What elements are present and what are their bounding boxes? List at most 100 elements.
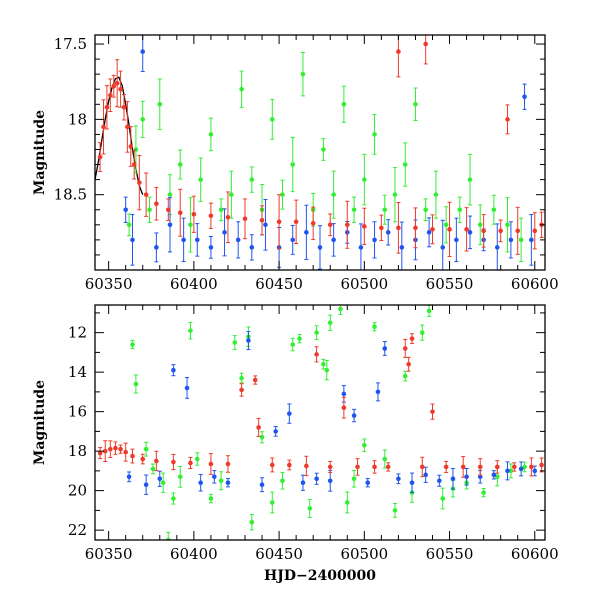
data-point: [423, 207, 428, 213]
data-point: [413, 101, 418, 107]
data-point: [443, 222, 449, 228]
data-point: [324, 367, 330, 373]
data-point: [177, 210, 183, 216]
data-point: [130, 453, 135, 459]
data-point: [494, 245, 500, 250]
data-point: [440, 245, 446, 250]
data-point: [430, 227, 435, 232]
data-point: [477, 222, 483, 228]
data-point: [477, 464, 483, 470]
data-point: [276, 219, 282, 225]
data-point: [385, 230, 391, 235]
data-point: [160, 480, 166, 486]
data-point: [314, 352, 319, 357]
data-point: [317, 245, 323, 250]
data-point: [171, 459, 176, 465]
data-point: [208, 245, 214, 250]
data-point: [239, 375, 244, 381]
data-point: [126, 222, 132, 228]
data-point: [97, 154, 103, 160]
y-tick-label: 22: [68, 521, 87, 539]
x-tick-label: 60500: [340, 545, 388, 563]
data-point: [300, 480, 306, 486]
data-point: [341, 405, 347, 410]
data-point: [154, 245, 159, 250]
y-axis-title: Magnitude: [32, 110, 48, 195]
data-point: [327, 464, 333, 470]
data-point: [450, 476, 456, 482]
data-point: [467, 177, 473, 182]
data-point: [467, 230, 473, 235]
data-point: [280, 192, 285, 197]
data-point: [529, 237, 534, 243]
data-point: [385, 464, 391, 470]
data-point: [396, 225, 401, 231]
data-point: [304, 463, 309, 469]
data-point: [225, 461, 231, 467]
data-point: [130, 342, 135, 347]
data-point: [218, 207, 224, 213]
data-point: [372, 132, 377, 137]
data-point: [464, 227, 469, 232]
x-tick-label: 60400: [170, 275, 218, 293]
data-point: [184, 385, 190, 391]
data-point: [512, 464, 517, 470]
data-point: [409, 480, 415, 486]
data-point: [133, 381, 139, 387]
data-point: [491, 207, 497, 213]
data-point: [508, 468, 514, 474]
data-point: [382, 456, 388, 462]
series-0: [126, 51, 524, 263]
data-point: [491, 472, 497, 478]
data-point: [208, 213, 214, 219]
data-point: [259, 217, 265, 223]
data-point: [133, 147, 139, 152]
y-tick-label: 12: [68, 324, 87, 342]
data-point: [165, 207, 171, 213]
y-tick-label: 18: [68, 110, 87, 128]
data-point: [382, 207, 388, 213]
data-point: [137, 180, 142, 185]
series-1: [126, 331, 538, 495]
data-point: [171, 367, 176, 373]
data-point: [338, 306, 343, 312]
data-point: [518, 237, 524, 243]
x-tick-label: 60600: [511, 275, 559, 293]
data-point: [372, 464, 377, 470]
data-point: [331, 237, 336, 243]
data-point: [433, 192, 439, 197]
data-point: [188, 328, 193, 333]
data-point: [505, 222, 510, 228]
data-point: [125, 124, 130, 130]
data-point: [154, 201, 159, 207]
data-point: [297, 336, 302, 341]
data-point: [290, 237, 296, 243]
data-point: [321, 147, 326, 152]
x-tick-label: 60450: [255, 275, 303, 293]
y-tick-label: 18.5: [54, 186, 87, 204]
data-point: [123, 449, 128, 455]
x-tick-label: 60400: [170, 545, 218, 563]
data-point: [249, 177, 255, 182]
data-point: [131, 162, 137, 167]
data-point: [239, 86, 244, 92]
data-point: [121, 105, 127, 110]
data-point: [222, 230, 227, 235]
data-point: [232, 340, 238, 345]
data-point: [515, 228, 521, 234]
data-point: [218, 478, 224, 484]
data-point: [108, 92, 113, 98]
data-point: [341, 391, 347, 397]
data-point: [229, 192, 234, 197]
data-point: [249, 519, 255, 525]
data-point: [108, 446, 113, 452]
data-point: [314, 330, 319, 335]
data-point: [539, 462, 544, 468]
data-point: [123, 207, 128, 213]
x-tick-label: 60350: [85, 545, 133, 563]
data-point: [280, 478, 285, 484]
y-tick-label: 18: [68, 442, 87, 460]
data-point: [372, 237, 377, 243]
series-2: [97, 35, 544, 257]
data-point: [331, 192, 336, 197]
